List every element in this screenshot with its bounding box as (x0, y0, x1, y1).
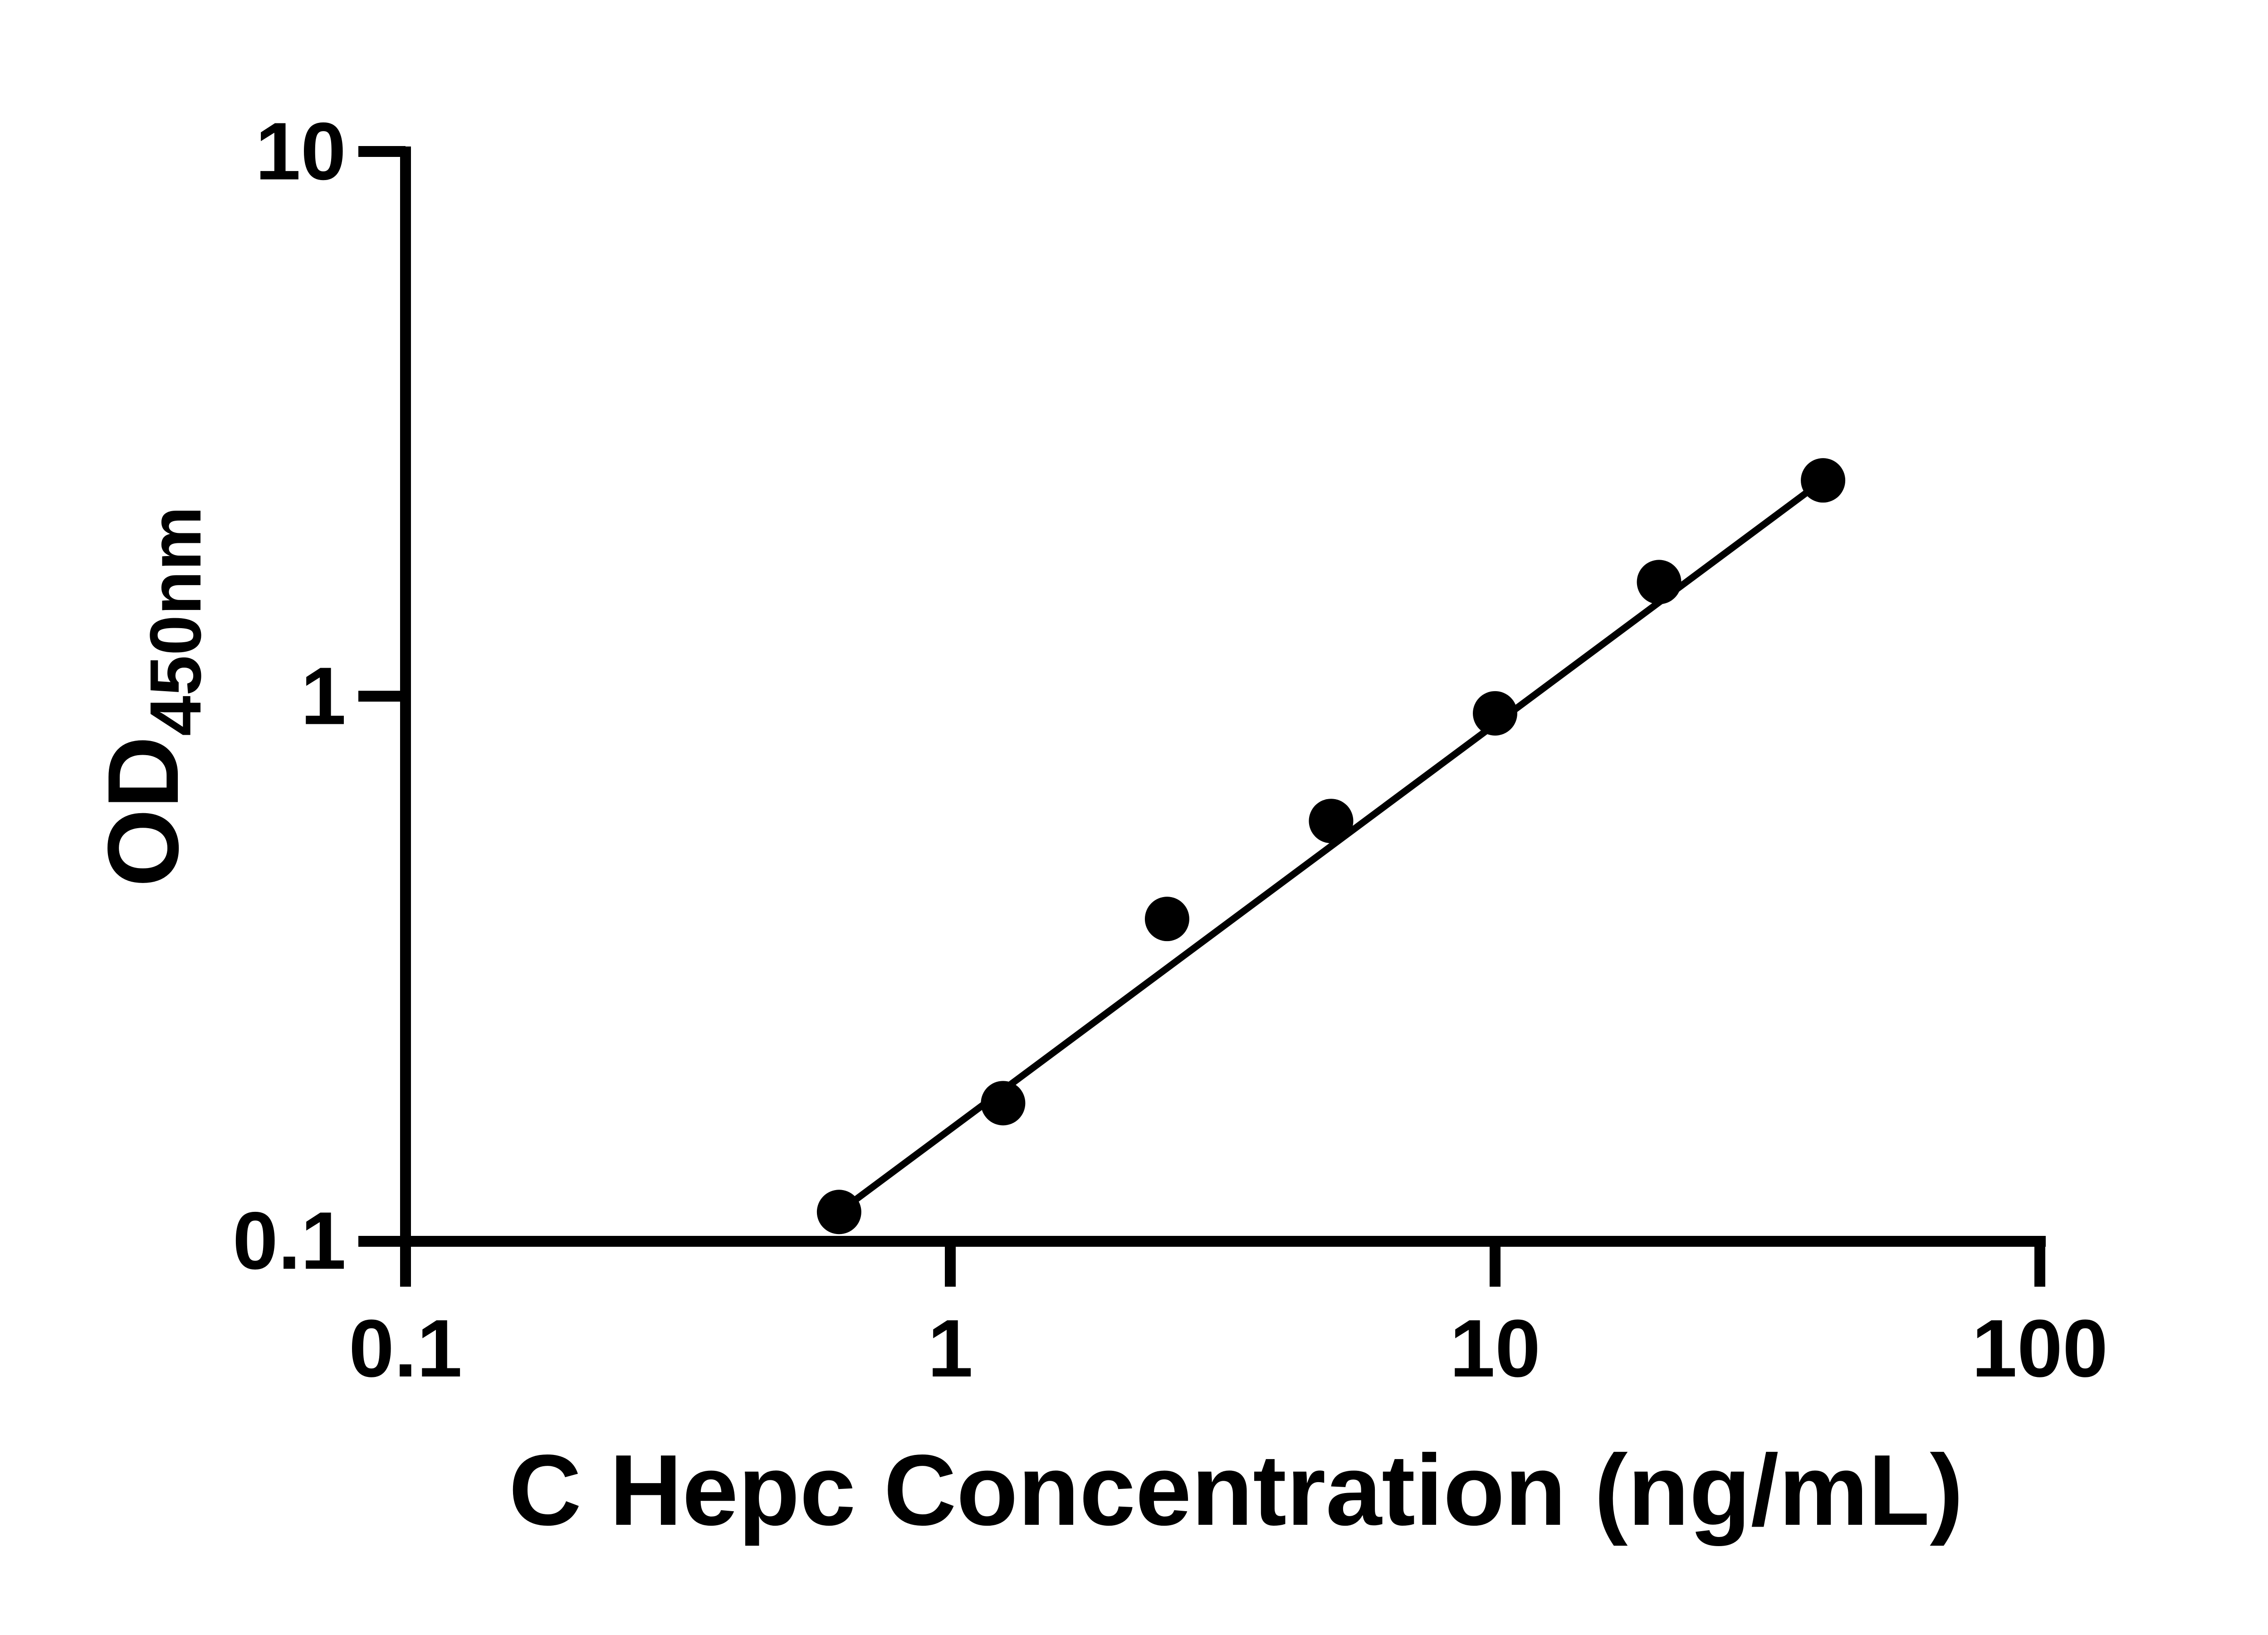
y-tick-label-0.1: 0.1 (233, 1196, 346, 1287)
y-axis-title-subscript: 450nm (135, 506, 216, 736)
data-point-5 (1309, 799, 1354, 844)
data-point-0.625 (816, 1190, 861, 1235)
data-point-20 (1637, 560, 1681, 605)
data-point-40 (1801, 458, 1846, 503)
x-tick-labels: 0.1 1 10 100 (349, 1303, 2108, 1394)
y-axis-title-main: OD (87, 736, 200, 887)
y-tick-label-10: 10 (255, 106, 346, 197)
x-axis-title: C Hepc Concentration (ng/mL) (509, 1434, 1964, 1547)
x-tick-label-10: 10 (1450, 1303, 1540, 1394)
x-tick-marks (945, 1241, 2045, 1287)
x-tick-label-0.1: 0.1 (349, 1303, 462, 1394)
y-axis-title: OD450nm (87, 506, 216, 887)
data-point-10 (1473, 691, 1517, 736)
data-points-group (816, 458, 1846, 1235)
y-tick-labels: 10 1 0.1 (233, 106, 346, 1287)
data-point-1.25 (981, 1081, 1026, 1126)
x-tick-label-1: 1 (928, 1303, 973, 1394)
y-tick-marks (358, 146, 406, 702)
data-point-2.5 (1144, 897, 1189, 942)
x-tick-label-100: 100 (1972, 1303, 2108, 1394)
y-tick-label-1: 1 (301, 651, 346, 742)
